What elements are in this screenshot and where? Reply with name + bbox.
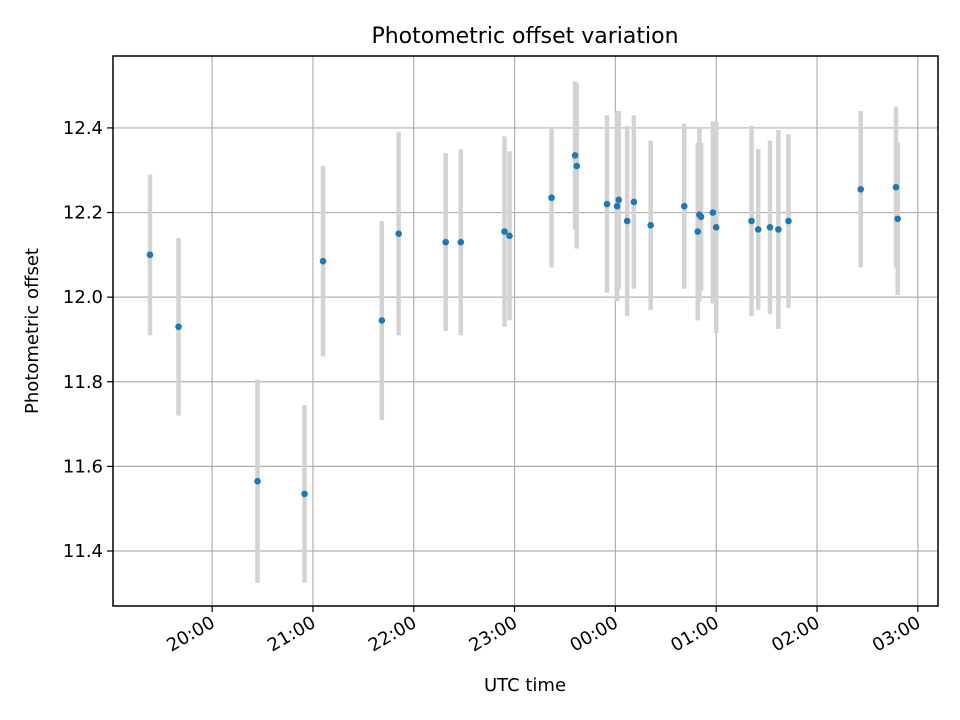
data-point bbox=[442, 238, 449, 246]
data-point bbox=[571, 152, 579, 159]
grid-lines bbox=[113, 56, 938, 606]
y-tick-label: 11.8 bbox=[63, 372, 103, 393]
data-point bbox=[146, 251, 154, 259]
data-point bbox=[319, 257, 327, 265]
plot-frame bbox=[112, 55, 939, 607]
x-axis-ticks: 20:00 21:00 22:00 23:00 00:00 01:00 02:00 03:00 bbox=[163, 606, 924, 656]
data-point bbox=[892, 183, 900, 191]
data-point bbox=[613, 202, 621, 210]
y-tick-label: 12.4 bbox=[63, 118, 103, 139]
x-tick-label: 00:00 bbox=[566, 612, 621, 656]
data-point bbox=[894, 215, 901, 223]
data-point bbox=[680, 202, 688, 210]
data-point bbox=[395, 230, 402, 237]
data-point bbox=[573, 162, 581, 170]
x-axis-label: UTC time bbox=[484, 675, 566, 696]
data-point bbox=[548, 194, 555, 202]
chart-title: Photometric offset variation bbox=[371, 24, 678, 49]
x-tick-label: 03:00 bbox=[869, 612, 924, 656]
y-tick-label: 12.2 bbox=[63, 203, 103, 224]
data-point bbox=[630, 198, 638, 206]
data-points bbox=[146, 152, 901, 498]
y-axis-label: Photometric offset bbox=[22, 248, 43, 414]
data-point bbox=[785, 217, 792, 225]
data-point bbox=[766, 224, 774, 231]
data-point bbox=[754, 226, 762, 233]
x-tick-label: 23:00 bbox=[466, 612, 521, 656]
error-bars bbox=[147, 81, 900, 583]
data-point bbox=[712, 224, 720, 231]
x-tick-label: 20:00 bbox=[163, 612, 218, 656]
data-point bbox=[647, 221, 654, 229]
data-point bbox=[748, 217, 755, 225]
data-point bbox=[175, 323, 182, 331]
y-tick-label: 11.6 bbox=[63, 456, 103, 477]
data-point bbox=[857, 185, 865, 193]
data-point bbox=[694, 228, 702, 235]
data-point bbox=[623, 217, 631, 225]
y-axis-ticks: 11.4 11.6 11.8 12.0 12.2 12.4 bbox=[63, 118, 113, 562]
data-point bbox=[615, 196, 623, 204]
x-tick-label: 21:00 bbox=[264, 612, 319, 656]
x-tick-label: 02:00 bbox=[768, 612, 823, 656]
data-point bbox=[254, 477, 261, 485]
x-tick-label: 01:00 bbox=[667, 612, 722, 656]
data-point bbox=[378, 317, 386, 324]
data-point bbox=[501, 228, 508, 235]
data-point bbox=[775, 226, 782, 233]
data-point bbox=[697, 213, 705, 221]
data-point bbox=[603, 200, 611, 208]
data-point bbox=[301, 490, 308, 498]
data-point bbox=[709, 209, 717, 216]
y-tick-label: 11.4 bbox=[63, 541, 103, 562]
y-tick-label: 12.0 bbox=[63, 287, 103, 308]
x-tick-label: 22:00 bbox=[365, 612, 420, 656]
data-point bbox=[506, 232, 513, 240]
data-point bbox=[457, 238, 465, 246]
